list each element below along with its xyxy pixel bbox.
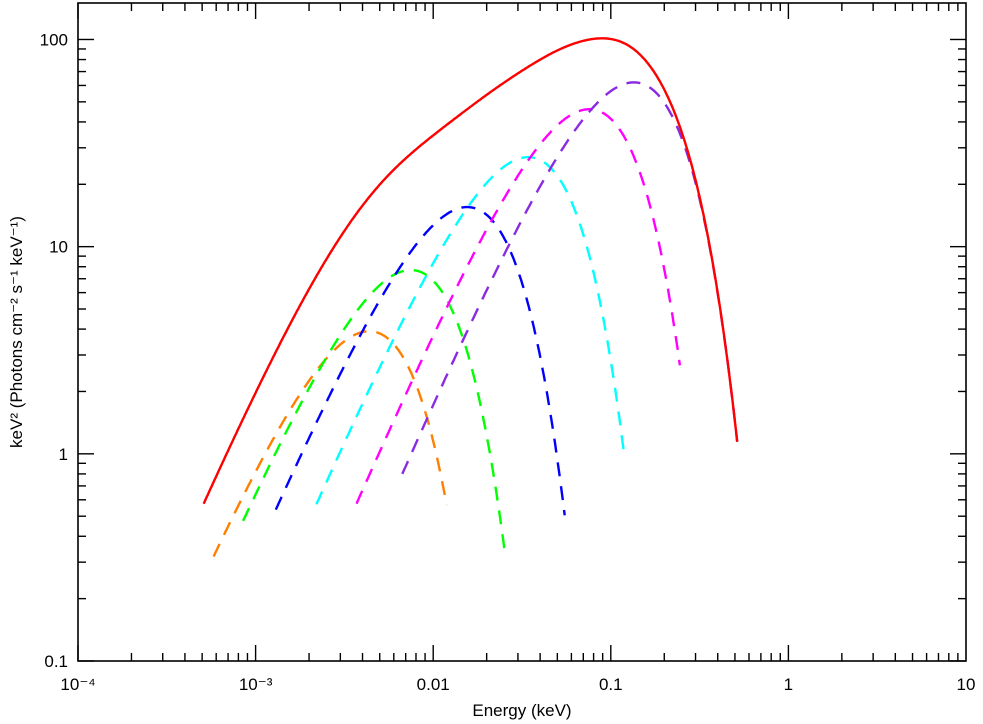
- y-tick-label: 10: [49, 238, 68, 257]
- dashed-component-curve-6: [401, 81, 739, 475]
- x-tick-label: 0.1: [599, 675, 623, 694]
- plot-frame: [77, 2, 967, 662]
- y-tick-label: 0.1: [44, 652, 68, 671]
- total-model-curve: [202, 37, 739, 505]
- dashed-component-curve-5: [355, 108, 682, 505]
- axes-layer: 10⁻⁴ 10⁻³ 0.01 0.1 1 10 0.1 1 10 100: [40, 3, 976, 694]
- x-tick-label: 0.01: [417, 675, 450, 694]
- y-tick-label: 100: [40, 30, 68, 49]
- x-tick-label: 1: [784, 675, 793, 694]
- x-tick-label: 10⁻⁴: [60, 675, 95, 694]
- x-tick-label: 10: [957, 675, 976, 694]
- y-axis-label: keV² (Photons cm⁻² s⁻¹ keV⁻¹): [7, 216, 26, 448]
- x-axis-label: Energy (keV): [472, 701, 571, 720]
- y-tick-label: 1: [59, 445, 68, 464]
- x-tick-label: 10⁻³: [239, 675, 273, 694]
- dashed-component-curve-1: [212, 330, 448, 558]
- dashed-component-curve-4: [315, 155, 625, 505]
- curves-layer: [202, 37, 739, 558]
- dashed-component-curve-2: [241, 268, 507, 558]
